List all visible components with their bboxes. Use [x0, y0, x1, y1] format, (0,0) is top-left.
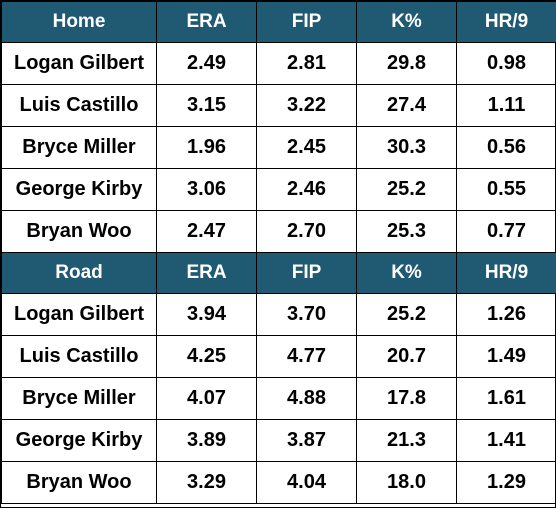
fip-value: 3.87 — [256, 419, 357, 462]
fip-value: 2.46 — [256, 168, 357, 211]
pitcher-name: Logan Gilbert — [1, 42, 157, 85]
era-value: 1.96 — [156, 126, 257, 169]
pitcher-name: Bryce Miller — [1, 126, 157, 169]
hr9-value: 1.61 — [456, 377, 556, 420]
fip-value: 4.77 — [256, 335, 357, 378]
pitcher-name: Logan Gilbert — [1, 293, 157, 336]
era-value: 2.47 — [156, 210, 257, 253]
k-pct-value: 21.3 — [356, 419, 457, 462]
pitcher-name: Bryan Woo — [1, 210, 157, 253]
era-value: 3.29 — [156, 461, 257, 504]
table-row: Luis Castillo 4.25 4.77 20.7 1.49 — [1, 335, 556, 378]
column-header-fip: FIP — [256, 1, 357, 43]
era-value: 3.89 — [156, 419, 257, 462]
section-label: Road — [1, 252, 157, 294]
k-pct-value: 25.2 — [356, 168, 457, 211]
k-pct-value: 27.4 — [356, 84, 457, 127]
era-value: 4.25 — [156, 335, 257, 378]
pitcher-name: Bryce Miller — [1, 377, 157, 420]
column-header-era: ERA — [156, 252, 257, 294]
era-value: 3.94 — [156, 293, 257, 336]
table-row: Bryan Woo 2.47 2.70 25.3 0.77 — [1, 210, 556, 253]
table-row: Bryce Miller 4.07 4.88 17.8 1.61 — [1, 377, 556, 420]
era-value: 3.06 — [156, 168, 257, 211]
column-header-hr9: HR/9 — [456, 1, 556, 43]
hr9-value: 0.98 — [456, 42, 556, 85]
fip-value: 2.70 — [256, 210, 357, 253]
fip-value: 2.45 — [256, 126, 357, 169]
hr9-value: 0.77 — [456, 210, 556, 253]
pitcher-name: George Kirby — [1, 168, 157, 211]
k-pct-value: 20.7 — [356, 335, 457, 378]
fip-value: 4.88 — [256, 377, 357, 420]
table-row: Bryce Miller 1.96 2.45 30.3 0.56 — [1, 126, 556, 169]
table-row: Bryan Woo 3.29 4.04 18.0 1.29 — [1, 461, 556, 504]
table-row: Logan Gilbert 3.94 3.70 25.2 1.26 — [1, 293, 556, 336]
k-pct-value: 18.0 — [356, 461, 457, 504]
pitcher-name: Luis Castillo — [1, 84, 157, 127]
table-row: George Kirby 3.89 3.87 21.3 1.41 — [1, 419, 556, 462]
column-header-k-pct: K% — [356, 1, 457, 43]
hr9-value: 1.49 — [456, 335, 556, 378]
fip-value: 3.22 — [256, 84, 357, 127]
pitcher-name: George Kirby — [1, 419, 157, 462]
column-header-hr9: HR/9 — [456, 252, 556, 294]
k-pct-value: 25.3 — [356, 210, 457, 253]
hr9-value: 1.26 — [456, 293, 556, 336]
column-header-k-pct: K% — [356, 252, 457, 294]
era-value: 4.07 — [156, 377, 257, 420]
k-pct-value: 29.8 — [356, 42, 457, 85]
column-header-fip: FIP — [256, 252, 357, 294]
hr9-value: 1.29 — [456, 461, 556, 504]
hr9-value: 0.55 — [456, 168, 556, 211]
era-value: 3.15 — [156, 84, 257, 127]
era-value: 2.49 — [156, 42, 257, 85]
pitcher-name: Luis Castillo — [1, 335, 157, 378]
hr9-value: 0.56 — [456, 126, 556, 169]
section-header-road: Road ERA FIP K% HR/9 — [1, 252, 556, 294]
table-row: George Kirby 3.06 2.46 25.2 0.55 — [1, 168, 556, 211]
table-row: Logan Gilbert 2.49 2.81 29.8 0.98 — [1, 42, 556, 85]
section-label: Home — [1, 1, 157, 43]
pitcher-name: Bryan Woo — [1, 461, 157, 504]
k-pct-value: 25.2 — [356, 293, 457, 336]
section-header-home: Home ERA FIP K% HR/9 — [1, 1, 556, 43]
hr9-value: 1.41 — [456, 419, 556, 462]
table-row: Luis Castillo 3.15 3.22 27.4 1.11 — [1, 84, 556, 127]
fip-value: 4.04 — [256, 461, 357, 504]
k-pct-value: 30.3 — [356, 126, 457, 169]
fip-value: 3.70 — [256, 293, 357, 336]
k-pct-value: 17.8 — [356, 377, 457, 420]
hr9-value: 1.11 — [456, 84, 556, 127]
column-header-era: ERA — [156, 1, 257, 43]
fip-value: 2.81 — [256, 42, 357, 85]
